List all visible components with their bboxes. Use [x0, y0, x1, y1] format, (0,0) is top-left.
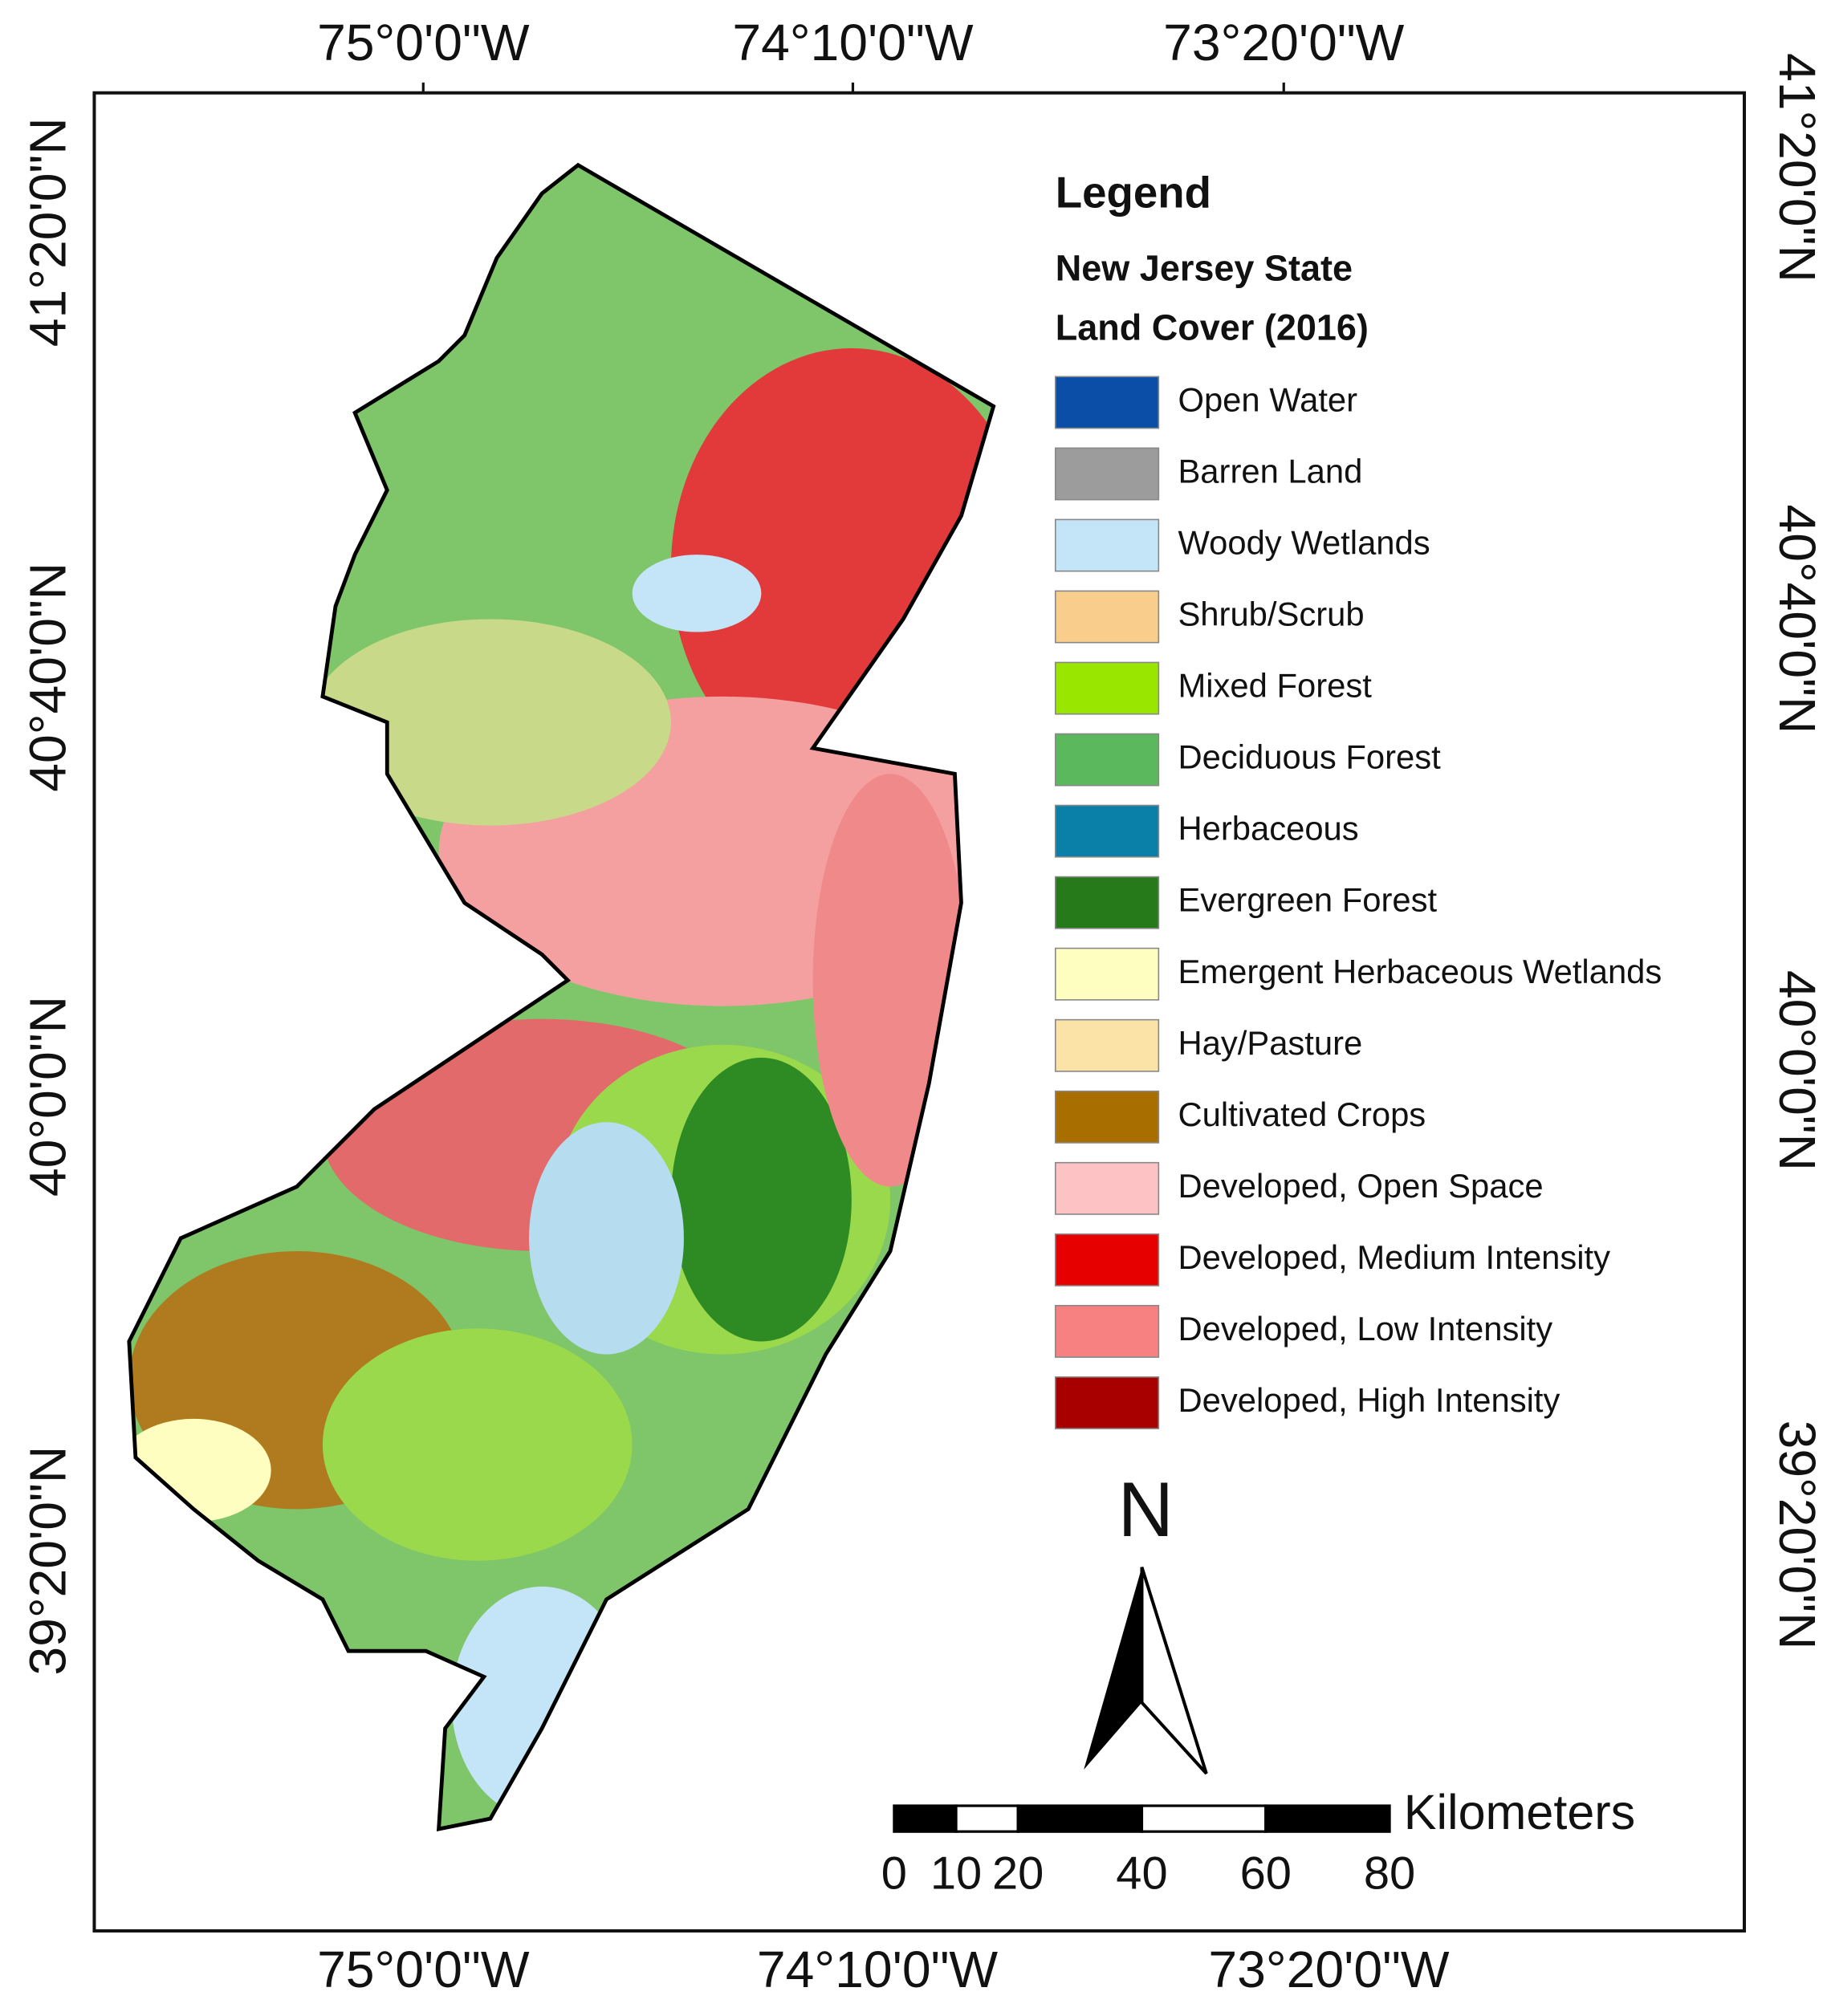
legend-label: Developed, Medium Intensity — [1178, 1238, 1610, 1276]
scale-segment — [1016, 1804, 1144, 1833]
bottom-coordinate-label: 75°0'0"W — [317, 1941, 530, 1998]
left-coordinate-label: 40°0'0"N — [18, 996, 76, 1197]
legend-label: Open Water — [1178, 380, 1357, 418]
legend-label: Emergent Herbaceous Wetlands — [1178, 953, 1662, 990]
legend-swatch — [1054, 733, 1160, 786]
bottom-coordinate-label: 73°20'0"W — [1208, 1941, 1449, 1998]
bottom-coordinate-label: 74°10'0"W — [757, 1941, 998, 1998]
legend-swatch — [1054, 1304, 1160, 1358]
legend-swatch — [1054, 804, 1160, 858]
legend-label: Barren Land — [1178, 453, 1362, 490]
left-coordinate-label: 41°20'0"N — [18, 117, 76, 347]
right-coordinate-label: 40°0'0"N — [1768, 970, 1826, 1171]
legend-subtitle: New Jersey State — [1056, 247, 1353, 288]
legend-label: Mixed Forest — [1178, 667, 1372, 705]
scale-label: 60 — [1240, 1848, 1292, 1900]
left-coordinate-label: 39°20'0"N — [18, 1446, 76, 1676]
north-arrow-right — [1140, 1567, 1208, 1775]
map-frame — [92, 91, 1747, 1933]
legend-swatch — [1054, 518, 1160, 572]
scale-unit: Kilometers — [1404, 1785, 1635, 1839]
legend-swatch — [1054, 1161, 1160, 1215]
legend-label: Herbaceous — [1178, 810, 1358, 847]
legend-label: Developed, Open Space — [1178, 1167, 1543, 1205]
right-coordinate-label: 39°20'0"N — [1768, 1421, 1826, 1650]
top-coordinate-label: 75°0'0"W — [317, 14, 530, 71]
legend-label: Woody Wetlands — [1178, 524, 1430, 562]
legend-swatch — [1054, 1376, 1160, 1429]
legend-swatch — [1054, 876, 1160, 929]
legend-label: Deciduous Forest — [1178, 738, 1441, 776]
land-cover-raster — [128, 165, 994, 1829]
legend-swatch — [1054, 376, 1160, 429]
legend-heading: Legend — [1056, 169, 1211, 217]
legend-swatch — [1054, 1233, 1160, 1286]
right-coordinate-label: 40°40'0"N — [1768, 504, 1826, 734]
legend-subtitle: Land Cover (2016) — [1056, 307, 1369, 348]
right-coordinate-label: 41°20'0"N — [1768, 53, 1826, 282]
legend-swatch — [1054, 661, 1160, 715]
legend-swatch — [1054, 947, 1160, 1001]
north-arrow-left — [1084, 1567, 1142, 1770]
legend-label: Shrub/Scrub — [1178, 595, 1364, 633]
scale-segment — [1140, 1804, 1268, 1833]
north-label: N — [1117, 1467, 1174, 1553]
top-coordinate-label: 74°10'0"W — [732, 14, 973, 71]
legend-swatch — [1054, 1090, 1160, 1144]
left-coordinate-label: 40°40'0"N — [18, 563, 76, 792]
scale-label: 80 — [1364, 1848, 1415, 1900]
legend-swatch — [1054, 1018, 1160, 1072]
scale-segment — [893, 1804, 958, 1833]
top-coordinate-label: 73°20'0"W — [1163, 14, 1404, 71]
scale-label: 40 — [1116, 1848, 1167, 1900]
scale-label: 0 — [881, 1848, 907, 1900]
legend-label: Hay/Pasture — [1178, 1024, 1362, 1062]
legend-label: Developed, Low Intensity — [1178, 1310, 1552, 1347]
legend-swatch — [1054, 590, 1160, 644]
scale-label: 20 — [992, 1848, 1044, 1900]
legend-swatch — [1054, 447, 1160, 501]
scale-segment — [954, 1804, 1019, 1833]
legend-label: Cultivated Crops — [1178, 1095, 1426, 1133]
legend-label: Developed, High Intensity — [1178, 1381, 1560, 1419]
scale-label: 10 — [930, 1848, 982, 1900]
legend-label: Evergreen Forest — [1178, 881, 1437, 919]
scale-segment — [1264, 1804, 1391, 1833]
